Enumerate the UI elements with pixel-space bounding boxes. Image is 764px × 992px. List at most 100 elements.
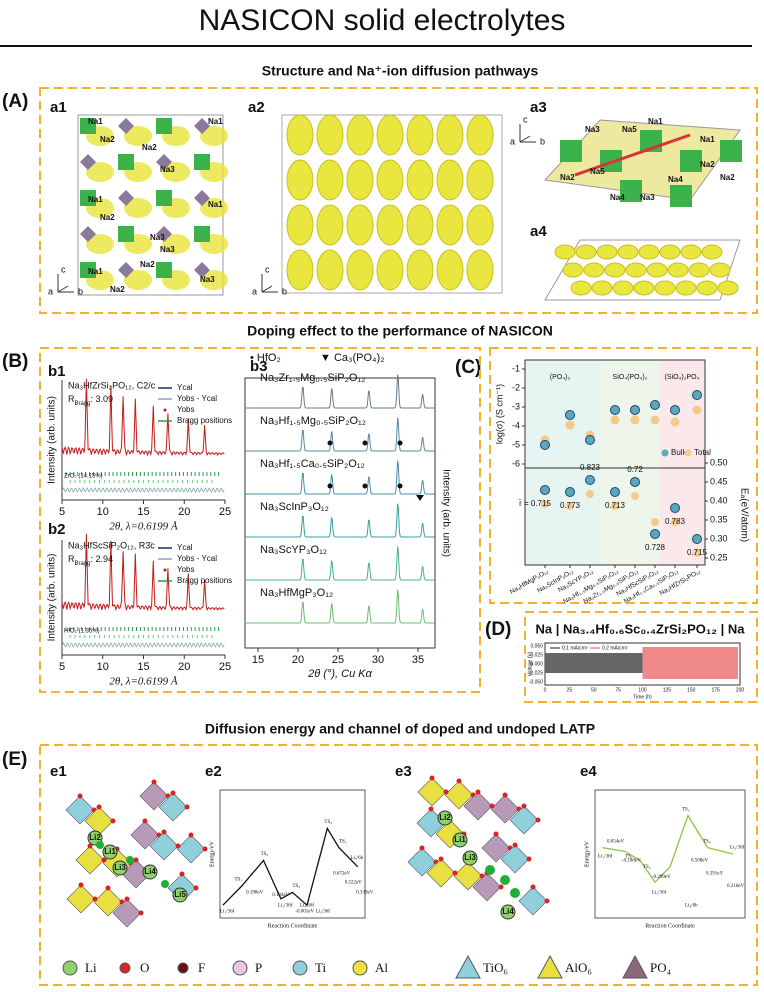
polyhedron: [139, 781, 169, 811]
state-label: TS₄: [703, 839, 711, 844]
x-tick-label: 100: [638, 687, 647, 693]
polyhedron: [472, 872, 502, 902]
state-label: TS₅: [339, 839, 347, 844]
oxygen-atom: [521, 803, 527, 809]
bulk-marker: [610, 405, 620, 415]
ea-marker: [631, 492, 639, 500]
subpanel-label: a2: [248, 99, 265, 116]
energy-label: 0.134eV: [272, 893, 289, 898]
total-marker: [692, 405, 702, 415]
label: HfO₂ (1.35%): [64, 629, 100, 635]
diffusion-density: [583, 262, 605, 278]
diffusion-density: [346, 204, 374, 246]
oxygen-atom: [193, 885, 199, 891]
subpanel-label: e2: [205, 763, 222, 780]
axis-line: [57, 285, 69, 293]
site-label: Na4: [610, 193, 625, 202]
region-label: (SiO₄)₂PO₄: [665, 374, 700, 381]
y2-tick-label: 0.25: [710, 552, 728, 562]
legend-label: Li: [85, 960, 97, 975]
subpanel-label: b3: [250, 358, 268, 375]
x-tick-label: 25: [567, 687, 573, 693]
xrd-trace: [245, 546, 435, 581]
oxygen-atom: [142, 818, 148, 824]
diffusion-density: [688, 262, 710, 278]
total-marker: [610, 415, 620, 425]
y-axis-label: log(σ) (S cm⁻¹): [494, 384, 504, 444]
tetrahedron: [118, 262, 134, 278]
octahedron: [118, 154, 134, 170]
state-label: TS₄: [324, 820, 332, 825]
diffusion-density: [86, 162, 114, 182]
x-tick-label: 25: [219, 661, 231, 673]
legend-atom: [177, 962, 189, 974]
energy-label: 0.054eV: [607, 839, 624, 844]
oxygen-atom: [535, 817, 541, 823]
x-tick-label: 20: [292, 654, 304, 666]
site-label: Li2: [439, 813, 451, 822]
site-label: Li₄/6b: [685, 903, 698, 908]
energy-label: 0.522eV: [345, 880, 362, 885]
site-label: Li₃/36f: [730, 846, 745, 851]
label: c: [265, 264, 270, 274]
site-label: Na3: [150, 233, 165, 242]
x-tick-label: 75: [615, 687, 621, 693]
oxygen-atom: [77, 793, 83, 799]
polyhedron: [463, 791, 493, 821]
lithium-site: [102, 844, 118, 860]
bulk-marker: [565, 410, 575, 420]
x-tick-label: 35: [412, 654, 424, 666]
diffusion-density: [675, 280, 697, 296]
energy-label: -0.001eV: [295, 910, 314, 915]
site-label: Li₂/36f: [278, 903, 293, 908]
diffusion-density: [466, 249, 494, 291]
site-label: Li3: [114, 863, 126, 872]
region-label: (PO₄)₃: [550, 374, 571, 381]
label: a: [48, 286, 53, 296]
octahedron: [560, 140, 582, 162]
octahedron: [80, 118, 96, 134]
site-label: Na2: [110, 285, 125, 294]
y-tick-label: -6: [512, 458, 520, 468]
diffusion-density: [316, 114, 344, 156]
legend-label: Ycal: [177, 383, 193, 392]
total-marker: [565, 420, 575, 430]
diffusion-path: [510, 888, 520, 898]
tetrahedron: [156, 154, 172, 170]
energy-label: 0.391eV: [706, 871, 723, 876]
x-tick-label: 10: [97, 506, 109, 518]
diffusion-path: [485, 865, 495, 875]
ea-marker: [692, 534, 702, 544]
voltage-trace-0.1: [545, 653, 643, 673]
diffusion-density: [604, 262, 626, 278]
ea-marker: [610, 487, 620, 497]
oxygen-atom: [419, 845, 425, 851]
legend-label: TiO₆: [483, 960, 508, 975]
energy-label: -0.299eV: [652, 875, 671, 880]
legend-label: 0.1 mA/cm²: [562, 645, 588, 651]
diffusion-density: [654, 280, 676, 296]
oxygen-atom: [498, 884, 504, 890]
state-label: TS₃: [293, 884, 301, 889]
site-label: Na3: [585, 125, 600, 134]
label: a: [252, 286, 257, 296]
legend-label: F: [198, 960, 205, 975]
diffusion-density: [406, 114, 434, 156]
bulk-marker: [540, 440, 550, 450]
oxygen-atom: [110, 818, 116, 824]
legend-label: Yobs - Ycal: [177, 394, 217, 403]
diffusion-density: [124, 270, 152, 290]
y-tick-label: 0.025: [530, 652, 543, 658]
site-label: Li₅/6b: [351, 856, 364, 861]
diffusion-density: [436, 114, 464, 156]
oxygen-atom: [105, 885, 111, 891]
difference-curve: [61, 487, 225, 493]
subpanel-label: a4: [530, 223, 547, 240]
polyhedron: [481, 833, 511, 863]
legend-label: PO₄: [650, 960, 672, 975]
oxygen-atom: [138, 910, 144, 916]
diffusion-density: [680, 244, 702, 260]
diffusion-density: [162, 234, 190, 254]
figure-title: NASICON solid electrolytes: [199, 4, 566, 37]
